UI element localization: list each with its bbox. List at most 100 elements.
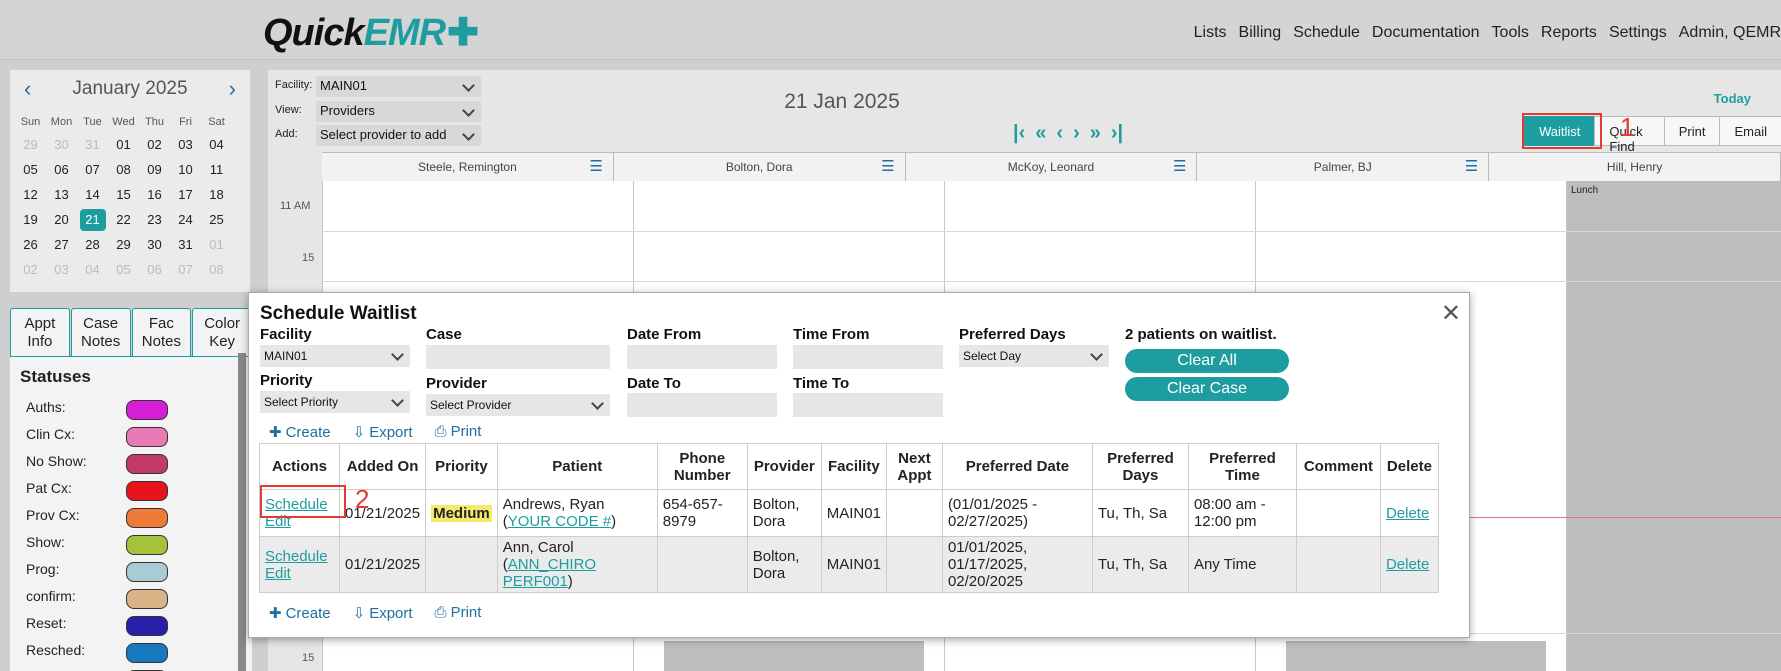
calendar-day[interactable]: 30 (54, 137, 69, 152)
calendar-day[interactable]: 05 (23, 162, 38, 177)
calendar-day[interactable]: 06 (54, 162, 69, 177)
nav-tools[interactable]: Tools (1491, 24, 1529, 41)
provider-column-header[interactable]: Hill, Henry (1489, 152, 1781, 181)
status-color-swatch[interactable] (126, 589, 168, 609)
calendar-day[interactable]: 24 (178, 212, 193, 227)
calendar-day[interactable]: 17 (178, 187, 193, 202)
quickemr-logo[interactable]: QuickEMR✚ (263, 10, 479, 55)
calendar-day[interactable]: 07 (85, 162, 100, 177)
patient-code-link[interactable]: YOUR CODE # (507, 513, 612, 530)
calendar-day[interactable]: 06 (147, 262, 162, 277)
calendar-day[interactable]: 03 (178, 137, 193, 152)
menu-icon[interactable]: ☰ (881, 158, 895, 175)
clear-case-button[interactable]: Clear Case (1125, 377, 1289, 401)
calendar-day[interactable]: 13 (54, 187, 69, 202)
next-week-icon[interactable]: » (1089, 122, 1101, 144)
status-color-swatch[interactable] (126, 427, 168, 447)
filter-date-to-input[interactable] (627, 393, 777, 417)
calendar-day[interactable]: 04 (209, 137, 224, 152)
provider-column-header[interactable]: Steele, Remington ☰ (322, 152, 614, 181)
create-link[interactable]: ✚ Create (269, 604, 331, 622)
nav-reports[interactable]: Reports (1540, 24, 1597, 41)
filter-priority-select[interactable]: Select Priority (260, 391, 410, 413)
provider-column-header[interactable]: Palmer, BJ ☰ (1197, 152, 1490, 181)
close-icon[interactable]: ✕ (1440, 300, 1461, 327)
calendar-day[interactable]: 16 (147, 187, 162, 202)
calendar-day[interactable]: 03 (54, 262, 69, 277)
create-link[interactable]: ✚ Create (269, 423, 331, 441)
status-color-swatch[interactable] (126, 400, 168, 420)
export-link[interactable]: ⇩ Export (353, 423, 413, 441)
schedule-link[interactable]: Schedule (265, 547, 328, 565)
left-panel-scrollbar[interactable] (238, 353, 246, 671)
provider-column-header[interactable]: McKoy, Leonard ☰ (905, 152, 1198, 181)
prev-month-icon[interactable]: ‹ (24, 76, 32, 101)
calendar-day[interactable]: 11 (209, 162, 224, 177)
calendar-day[interactable]: 15 (116, 187, 131, 202)
status-color-swatch[interactable] (126, 643, 168, 663)
calendar-day[interactable]: 08 (116, 162, 131, 177)
calendar-day[interactable]: 10 (178, 162, 193, 177)
tab-case-notes[interactable]: Case Notes (70, 308, 131, 356)
filter-case-input[interactable] (426, 345, 610, 369)
filter-time-from-input[interactable] (793, 345, 943, 369)
calendar-day[interactable]: 29 (23, 137, 38, 152)
tab-fac-notes[interactable]: Fac Notes (131, 308, 192, 356)
status-color-swatch[interactable] (126, 562, 168, 582)
export-link[interactable]: ⇩ Export (353, 604, 413, 622)
print-button[interactable]: Print (1663, 116, 1721, 146)
nav-billing[interactable]: Billing (1238, 24, 1282, 41)
quick-find-button[interactable]: Quick Find (1594, 116, 1665, 154)
waitlist-button[interactable]: Waitlist (1524, 116, 1596, 146)
schedule-link[interactable]: Schedule (265, 496, 328, 513)
nav-user-menu[interactable]: Admin, QEMR (1678, 24, 1781, 41)
tab-color-key[interactable]: Color Key (192, 308, 252, 356)
calendar-day[interactable]: 18 (209, 187, 224, 202)
calendar-day[interactable]: 07 (178, 262, 193, 277)
calendar-day[interactable]: 25 (209, 212, 224, 227)
calendar-day[interactable]: 05 (116, 262, 131, 277)
nav-schedule[interactable]: Schedule (1293, 24, 1360, 41)
calendar-day[interactable]: 12 (23, 187, 38, 202)
calendar-day[interactable]: 02 (147, 137, 162, 152)
delete-link[interactable]: Delete (1385, 504, 1430, 522)
email-button[interactable]: Email (1719, 116, 1781, 146)
calendar-day[interactable]: 30 (147, 237, 162, 252)
status-color-swatch[interactable] (126, 508, 168, 528)
calendar-day[interactable]: 01 (116, 137, 131, 152)
nav-settings[interactable]: Settings (1608, 24, 1667, 41)
calendar-day[interactable]: 28 (85, 237, 100, 252)
calendar-day[interactable]: 31 (85, 137, 100, 152)
patient-code-link[interactable]: ANN_CHIRO PERF001 (502, 556, 597, 590)
menu-icon[interactable]: ☰ (1172, 158, 1187, 175)
nav-lists[interactable]: Lists (1193, 24, 1227, 41)
menu-icon[interactable]: ☰ (1464, 158, 1479, 175)
filter-provider-select[interactable]: Select Provider (426, 394, 610, 416)
calendar-day[interactable]: 14 (85, 187, 100, 202)
status-color-swatch[interactable] (126, 535, 168, 555)
view-select[interactable]: Providers (316, 101, 481, 122)
status-color-swatch[interactable] (126, 616, 168, 636)
prev-week-icon[interactable]: « (1035, 122, 1047, 144)
calendar-day[interactable]: 04 (85, 262, 100, 277)
filter-time-to-input[interactable] (793, 393, 943, 417)
calendar-day[interactable]: 08 (209, 262, 224, 277)
calendar-day[interactable]: 31 (178, 237, 193, 252)
print-link[interactable]: ⎙ Print (435, 423, 482, 441)
menu-icon[interactable]: ☰ (589, 158, 603, 175)
appointment-block[interactable] (664, 641, 924, 671)
calendar-day[interactable]: 29 (116, 237, 131, 252)
edit-link[interactable]: Edit (265, 564, 291, 582)
appointment-block[interactable] (1286, 641, 1546, 671)
filter-date-from-input[interactable] (627, 345, 777, 369)
next-day-icon[interactable]: › (1073, 122, 1080, 144)
calendar-day[interactable]: 19 (23, 212, 38, 227)
calendar-day[interactable]: 20 (54, 212, 69, 227)
calendar-day[interactable]: 22 (116, 212, 131, 227)
calendar-day[interactable]: 09 (147, 162, 162, 177)
clear-all-button[interactable]: Clear All (1125, 349, 1289, 373)
calendar-day[interactable]: 23 (147, 212, 162, 227)
nav-documentation[interactable]: Documentation (1371, 24, 1480, 41)
filter-preferred-days-select[interactable]: Select Day (959, 345, 1109, 367)
calendar-day[interactable]: 27 (54, 237, 69, 252)
